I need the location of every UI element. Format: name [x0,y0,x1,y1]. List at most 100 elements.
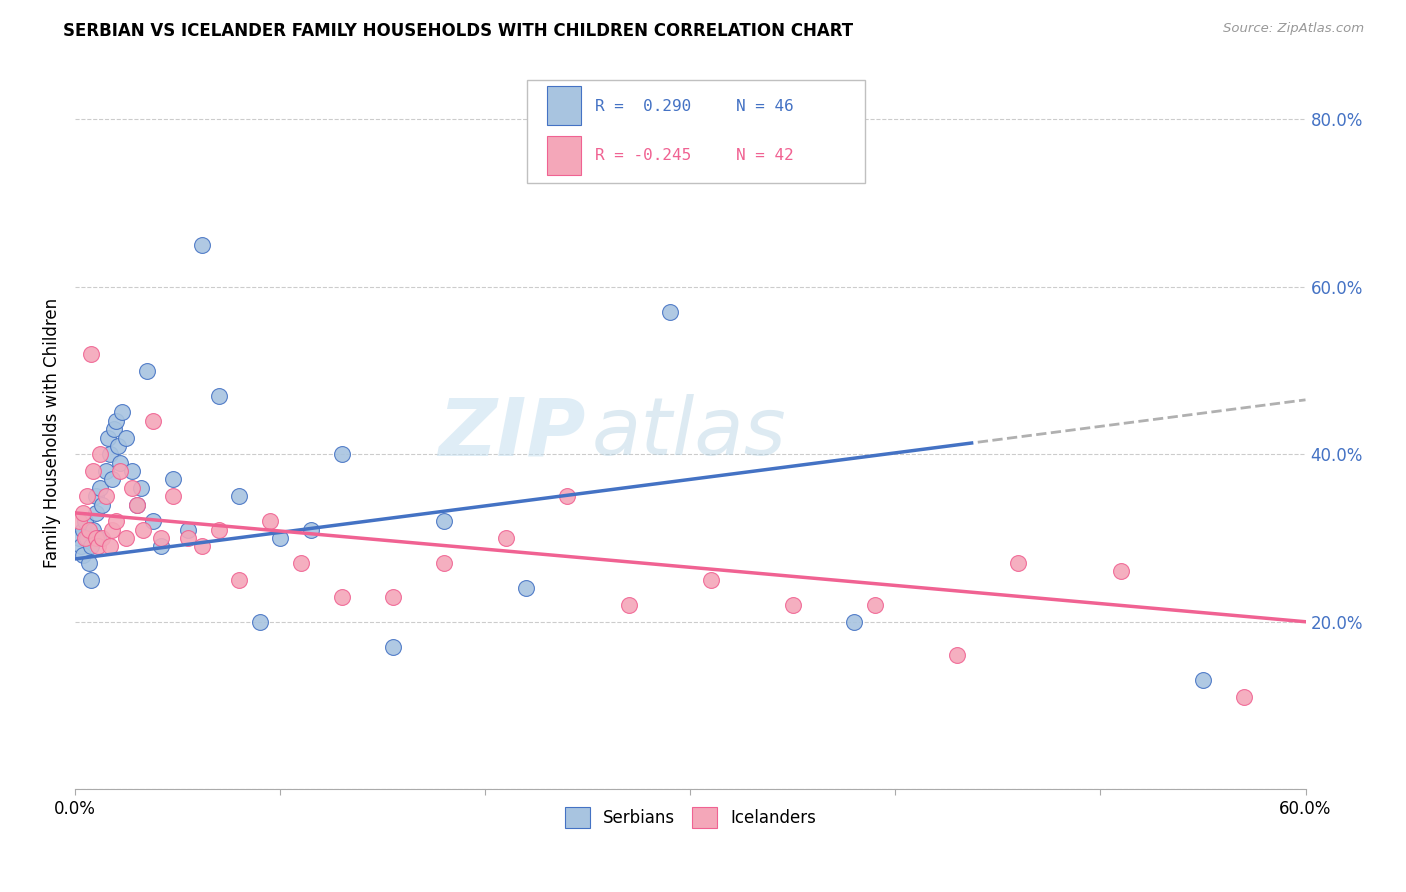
Point [79,556,101,570]
Point [381,640,404,654]
Point [844,615,866,629]
Point [98,447,121,461]
FancyBboxPatch shape [527,80,865,183]
Point [700,573,723,587]
Point [259,514,281,528]
Point [79,523,101,537]
Point [67,531,90,545]
Point [67,514,90,528]
Text: R = -0.245: R = -0.245 [595,148,690,163]
Point [82,523,104,537]
Point [1007,556,1029,570]
Point [76,531,98,545]
Point [330,590,353,604]
Point [107,439,129,453]
Point [433,556,456,570]
Point [191,540,214,554]
Point [1109,565,1132,579]
Point [76,489,98,503]
Point [121,481,143,495]
Bar [547,136,581,175]
Point [72,548,94,562]
Legend: Serbians, Icelanders: Serbians, Icelanders [558,801,823,834]
Point [103,422,125,436]
Point [97,430,120,444]
Text: atlas: atlas [592,394,786,473]
Point [131,523,153,537]
Point [84,506,107,520]
Point [121,464,143,478]
Point [75,531,97,545]
Point [70,540,93,554]
Point [80,573,103,587]
Point [381,590,404,604]
Point [75,514,97,528]
Point [84,531,107,545]
Point [249,615,271,629]
Point [115,430,138,444]
Point [191,238,214,252]
Point [863,598,886,612]
Text: ZIP: ZIP [439,394,586,473]
Point [82,464,104,478]
Point [84,489,107,503]
Point [101,523,124,537]
Point [946,648,969,663]
Point [299,523,322,537]
Point [330,447,353,461]
Point [617,598,640,612]
Point [89,447,111,461]
Point [105,414,128,428]
Y-axis label: Family Households with Children: Family Households with Children [44,298,60,568]
Point [142,414,165,428]
Point [90,498,112,512]
Point [125,498,148,512]
Point [94,489,117,503]
Text: N = 46: N = 46 [737,99,794,114]
Point [115,531,138,545]
Point [80,347,103,361]
Point [177,531,200,545]
Point [782,598,804,612]
Bar [547,87,581,126]
Point [105,514,128,528]
Point [1192,673,1215,688]
Point [290,556,312,570]
Point [142,514,165,528]
Point [111,405,134,419]
Point [555,489,578,503]
Point [101,472,124,486]
Point [162,489,184,503]
Point [658,305,681,319]
Point [228,489,250,503]
Point [72,523,94,537]
Point [125,498,148,512]
Point [269,531,291,545]
Point [150,531,173,545]
Point [94,464,117,478]
Point [80,540,103,554]
Point [515,581,537,595]
Point [207,523,229,537]
Text: N = 42: N = 42 [737,148,794,163]
Point [89,481,111,495]
Point [207,389,229,403]
Point [72,506,94,520]
Point [108,456,131,470]
Point [129,481,152,495]
Text: R =  0.290: R = 0.290 [595,99,690,114]
Point [1233,690,1256,705]
Point [86,540,108,554]
Point [150,540,173,554]
Point [433,514,456,528]
Point [108,464,131,478]
Point [495,531,517,545]
Point [98,540,121,554]
Point [177,523,200,537]
Point [135,363,157,377]
Point [86,531,108,545]
Point [228,573,250,587]
Text: Source: ZipAtlas.com: Source: ZipAtlas.com [1223,22,1364,36]
Text: SERBIAN VS ICELANDER FAMILY HOUSEHOLDS WITH CHILDREN CORRELATION CHART: SERBIAN VS ICELANDER FAMILY HOUSEHOLDS W… [63,22,853,40]
Point [90,531,112,545]
